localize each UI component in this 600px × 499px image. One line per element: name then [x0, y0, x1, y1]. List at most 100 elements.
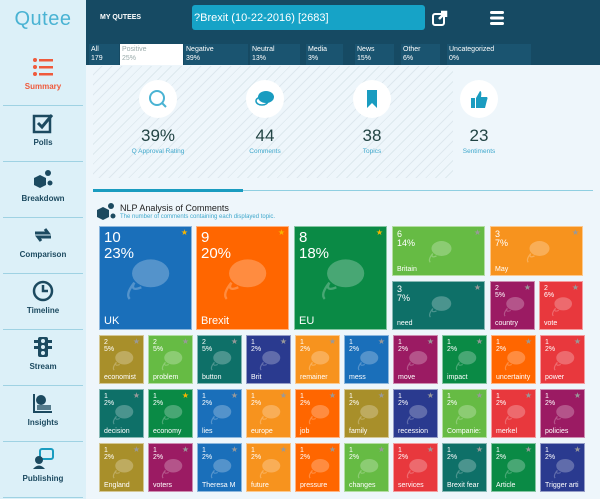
star-icon[interactable]: ★ — [230, 445, 238, 454]
star-icon[interactable]: ★ — [524, 337, 532, 346]
topic-tile[interactable]: 1 2% impact ★ — [442, 335, 487, 384]
star-icon[interactable]: ★ — [132, 337, 140, 346]
star-icon[interactable]: ★ — [279, 445, 287, 454]
topic-tile[interactable]: 1 2% europe ★ — [246, 389, 291, 438]
topic-tile[interactable]: 1 2% decision ★ — [99, 389, 144, 438]
topic-tile[interactable]: 1 2% uncertainty ★ — [491, 335, 536, 384]
qutee-selector-input[interactable] — [192, 5, 425, 30]
topic-tile[interactable]: 1 2% family ★ — [344, 389, 389, 438]
star-icon[interactable]: ★ — [523, 283, 531, 292]
topic-tile[interactable]: 1 2% Article ★ — [491, 443, 536, 492]
topic-tile[interactable]: 6 14% Britain ★ — [392, 226, 485, 276]
sidebar-item-stream[interactable]: Stream — [3, 330, 83, 386]
star-icon[interactable]: ★ — [279, 391, 287, 400]
topic-tile[interactable]: 1 2% power ★ — [540, 335, 585, 384]
topic-tile[interactable]: 1 2% lies ★ — [197, 389, 242, 438]
star-icon[interactable]: ★ — [375, 228, 383, 237]
topic-tile[interactable]: 1 2% recession ★ — [393, 389, 438, 438]
topic-tile[interactable]: 2 5% economist ★ — [99, 335, 144, 384]
topic-tile[interactable]: 1 2% Brit ★ — [246, 335, 291, 384]
topic-tile[interactable]: 1 2% changes ★ — [344, 443, 389, 492]
topic-tile[interactable]: 8 18% EU ★ — [294, 226, 387, 330]
tab-all[interactable]: All 179 — [89, 44, 119, 65]
star-icon[interactable]: ★ — [230, 337, 238, 346]
topic-tile[interactable]: 1 2% merkel ★ — [491, 389, 536, 438]
topic-tile[interactable]: 1 2% policies ★ — [540, 389, 585, 438]
comment-bubble-icon — [504, 350, 525, 371]
topic-word: economy — [153, 428, 182, 435]
topic-tile[interactable]: 10 23% UK ★ — [99, 226, 192, 330]
star-icon[interactable]: ★ — [473, 228, 481, 237]
star-icon[interactable]: ★ — [426, 337, 434, 346]
sidebar-item-timeline[interactable]: Timeline — [3, 274, 83, 330]
star-icon[interactable]: ★ — [277, 228, 285, 237]
star-icon[interactable]: ★ — [132, 445, 140, 454]
star-icon[interactable]: ★ — [573, 337, 581, 346]
topic-tile[interactable]: 9 20% Brexit ★ — [196, 226, 289, 330]
topic-tile[interactable]: 1 2% future ★ — [246, 443, 291, 492]
star-icon[interactable]: ★ — [181, 445, 189, 454]
star-icon[interactable]: ★ — [328, 337, 336, 346]
star-icon[interactable]: ★ — [132, 391, 140, 400]
tab-label: News — [357, 46, 375, 53]
topic-tile[interactable]: 1 2% economy ★ — [148, 389, 193, 438]
comment-bubble-icon — [553, 404, 574, 425]
star-icon[interactable]: ★ — [181, 391, 189, 400]
star-icon[interactable]: ★ — [426, 391, 434, 400]
star-icon[interactable]: ★ — [279, 337, 287, 346]
star-icon[interactable]: ★ — [524, 391, 532, 400]
sidebar-item-insights[interactable]: Insights — [3, 386, 83, 442]
sidebar-item-summary[interactable]: Summary — [3, 50, 83, 106]
topic-tile[interactable]: 1 2% Companie: ★ — [442, 389, 487, 438]
star-icon[interactable]: ★ — [377, 391, 385, 400]
topic-tile[interactable]: 1 2% Theresa M ★ — [197, 443, 242, 492]
sidebar-item-breakdown[interactable]: Breakdown — [3, 162, 83, 218]
topic-tile[interactable]: 1 2% Brexit fear ★ — [442, 443, 487, 492]
sidebar-item-polls[interactable]: Polls — [3, 106, 83, 162]
external-link-icon[interactable] — [432, 10, 448, 26]
star-icon[interactable]: ★ — [573, 445, 581, 454]
topic-tile[interactable]: 1 2% pressure ★ — [295, 443, 340, 492]
star-icon[interactable]: ★ — [475, 337, 483, 346]
topic-tile[interactable]: 1 2% services ★ — [393, 443, 438, 492]
topic-tile[interactable]: 1 2% remainer ★ — [295, 335, 340, 384]
tab-uncategorized[interactable]: Uncategorized 0% — [447, 44, 531, 65]
topic-tile[interactable]: 3 7% need ★ — [392, 281, 485, 330]
star-icon[interactable]: ★ — [524, 445, 532, 454]
tab-positive[interactable]: Positive 25% — [120, 44, 183, 65]
topic-tile[interactable]: 2 6% vote ★ — [539, 281, 583, 330]
star-icon[interactable]: ★ — [475, 445, 483, 454]
tab-other[interactable]: Other 6% — [401, 44, 440, 65]
tab-media[interactable]: Media 3% — [306, 44, 343, 65]
hamburger-menu-icon[interactable] — [489, 10, 505, 26]
topic-tile[interactable]: 3 7% May ★ — [490, 226, 583, 276]
topic-tile[interactable]: 1 2% voters ★ — [148, 443, 193, 492]
star-icon[interactable]: ★ — [573, 391, 581, 400]
my-qutees-link[interactable]: MY QUTEES — [100, 14, 142, 21]
star-icon[interactable]: ★ — [328, 445, 336, 454]
topic-tile[interactable]: 1 2% England ★ — [99, 443, 144, 492]
topic-tile[interactable]: 1 2% job ★ — [295, 389, 340, 438]
topic-tile[interactable]: 2 5% button ★ — [197, 335, 242, 384]
star-icon[interactable]: ★ — [328, 391, 336, 400]
star-icon[interactable]: ★ — [426, 445, 434, 454]
topic-tile[interactable]: 2 5% country ★ — [490, 281, 535, 330]
tab-news[interactable]: News 15% — [355, 44, 394, 65]
topic-tile[interactable]: 1 2% Trigger arti ★ — [540, 443, 585, 492]
star-icon[interactable]: ★ — [180, 228, 188, 237]
topic-tile[interactable]: 1 2% move ★ — [393, 335, 438, 384]
sidebar-item-comparison[interactable]: Comparison — [3, 218, 83, 274]
topic-tile[interactable]: 2 5% problem ★ — [148, 335, 193, 384]
star-icon[interactable]: ★ — [230, 391, 238, 400]
star-icon[interactable]: ★ — [571, 283, 579, 292]
tab-negative[interactable]: Negative 39% — [184, 44, 248, 65]
star-icon[interactable]: ★ — [377, 337, 385, 346]
star-icon[interactable]: ★ — [181, 337, 189, 346]
star-icon[interactable]: ★ — [473, 283, 481, 292]
tab-neutral[interactable]: Neutral 13% — [250, 44, 300, 65]
star-icon[interactable]: ★ — [377, 445, 385, 454]
star-icon[interactable]: ★ — [571, 228, 579, 237]
topic-tile[interactable]: 1 2% mess ★ — [344, 335, 389, 384]
sidebar-item-publishing[interactable]: Publishing — [3, 442, 83, 498]
star-icon[interactable]: ★ — [475, 391, 483, 400]
